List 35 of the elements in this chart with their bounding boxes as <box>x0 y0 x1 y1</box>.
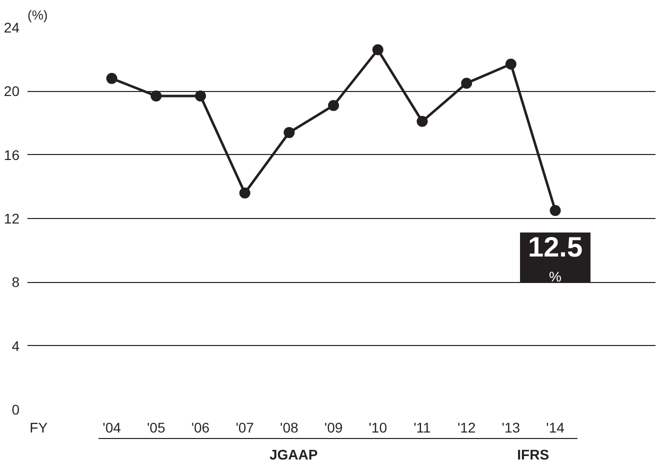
point <box>372 44 384 56</box>
y-tick-label: 4 <box>12 338 20 354</box>
y-tick-label: 12 <box>4 210 20 226</box>
x-tick-label: '08 <box>280 420 299 436</box>
x-tick-label: '07 <box>236 420 254 436</box>
point <box>328 100 340 111</box>
point <box>106 72 118 84</box>
x-tick-label: '09 <box>324 420 343 436</box>
x-tick-label: '11 <box>414 420 432 436</box>
x-tick-label: '04 <box>102 420 122 436</box>
point <box>194 90 206 102</box>
y-tick-label: 8 <box>12 274 20 290</box>
point <box>150 90 162 102</box>
data-label: 12.5 <box>528 232 583 263</box>
text: JGAAP <box>269 446 318 462</box>
point <box>284 127 295 138</box>
y-tick-label: 24 <box>4 20 20 36</box>
y-tick-label: 16 <box>4 146 20 163</box>
x-tick-label: '05 <box>146 420 166 436</box>
point <box>416 116 428 127</box>
x-tick-label: '12 <box>457 420 476 436</box>
x-axis-title: FY <box>30 420 48 436</box>
point <box>550 205 561 216</box>
y-tick-label: 0 <box>12 402 20 418</box>
x-tick-label: '06 <box>191 420 210 436</box>
x-tick-label: '14 <box>546 420 565 436</box>
y-tick-label: 20 <box>4 83 20 100</box>
point <box>505 58 516 70</box>
point <box>461 78 472 89</box>
x-tick-label: '10 <box>368 420 388 436</box>
y-axis-title: (%) <box>28 8 48 22</box>
x-tick-label: '13 <box>502 420 520 436</box>
annotation: % <box>549 268 562 285</box>
text: IFRS <box>517 446 550 462</box>
point <box>239 188 250 199</box>
